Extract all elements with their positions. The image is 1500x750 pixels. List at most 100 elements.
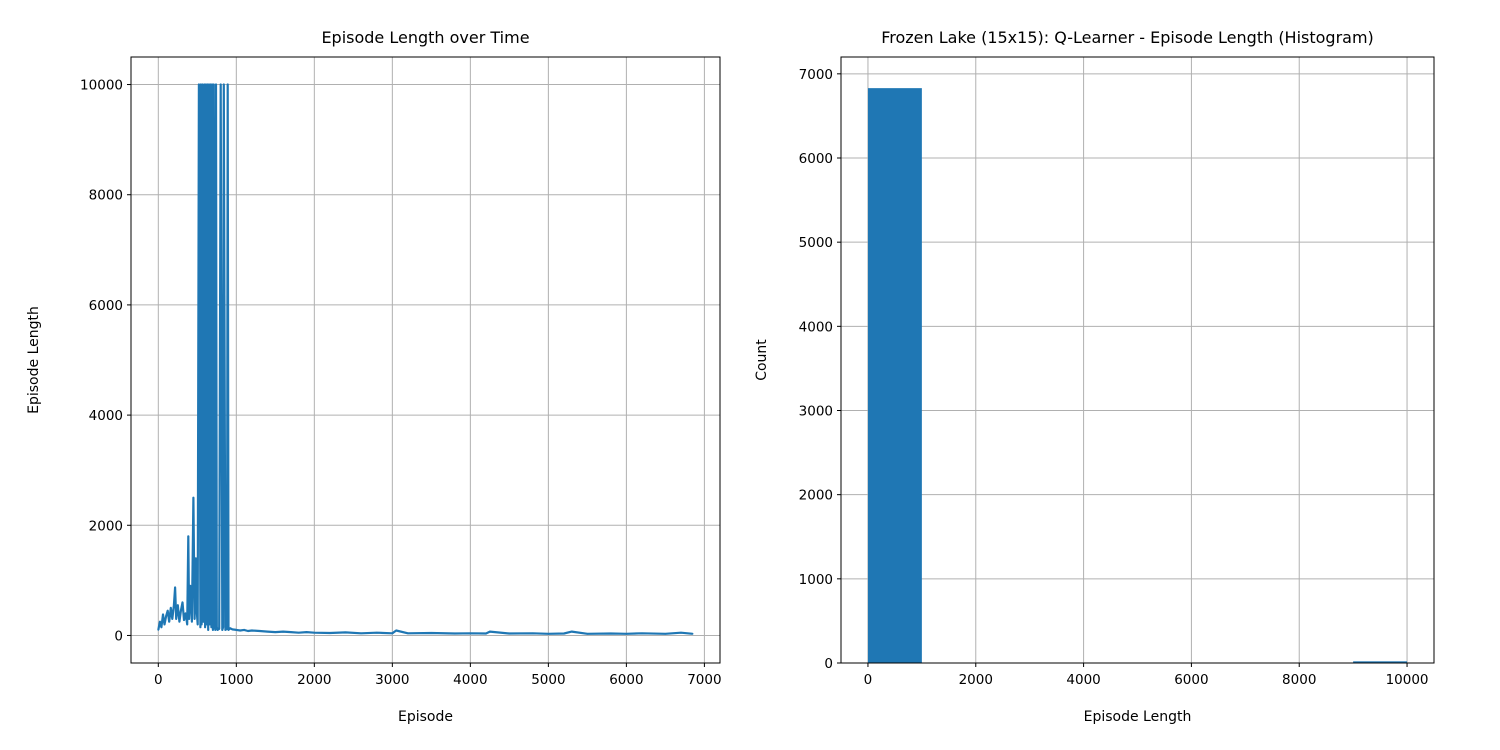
left-data-point [163,623,166,626]
left-data-point [680,631,682,634]
left-data-point [173,604,175,606]
left-x-tick-label: 3000 [375,672,409,688]
right-y-tick-label: 2000 [799,488,833,504]
left-data-point [212,83,215,86]
left-data-point [226,83,229,86]
right-x-tick-label: 6000 [1174,672,1208,688]
left-data-point [175,618,178,620]
left-data-point [586,633,589,635]
histogram-bar [1353,661,1408,663]
left-data-point [266,630,269,633]
right-y-tick-label: 1000 [799,572,833,588]
left-data-point [282,630,284,633]
left-data-point [664,633,667,635]
left-data-point [243,629,245,631]
left-data-point [202,620,204,623]
left-x-tick-label: 4000 [453,672,487,688]
left-data-point [224,629,227,631]
left-y-tick-label: 8000 [89,188,123,204]
right-y-tick-label: 5000 [799,235,833,251]
left-x-tick-label: 5000 [531,672,565,688]
right-plot-area [867,88,1408,664]
left-data-point [166,609,169,612]
left-data-point [200,83,202,86]
left-data-point [297,631,300,634]
left-data-point [188,618,190,620]
left-data-point [189,585,192,587]
left-data-point [169,607,172,609]
right-y-tick-label: 7000 [799,67,833,83]
left-data-point [218,628,220,630]
left-data-point [208,623,211,626]
left-data-point [221,629,224,631]
left-data-point [508,632,511,635]
left-y-tick-label: 4000 [89,408,123,424]
left-data-point [211,83,213,86]
right-x-tick-label: 2000 [959,672,993,688]
left-data-point [193,618,196,620]
left-data-point [180,609,182,612]
left-data-point [192,496,195,499]
left-data-point [196,623,199,626]
left-data-point [625,633,628,635]
left-data-point [344,631,347,634]
left-data-point [485,632,487,635]
left-data-point [641,632,643,635]
left-data-point [200,623,203,626]
left-data-point [191,620,193,623]
left-data-point [609,632,612,635]
left-chart-title: Episode Length over Time [321,28,529,47]
right-axes-frame [840,56,1435,664]
right-x-tick-label: 10000 [1386,672,1429,688]
left-y-ticks: 0 2000 4000 6000 8000 10000 [80,78,131,644]
histogram-bar [867,88,922,664]
left-data-point [157,629,160,631]
right-y-tick-label: 6000 [799,151,833,167]
left-x-axis-label: Episode [398,709,453,725]
left-y-tick-label: 6000 [89,298,123,314]
left-data-point [178,620,181,623]
episode-length-line-chart: 0 1000 2000 3000 4000 5000 6000 7000 0 2000 4000 6… [26,28,722,725]
left-data-point [239,629,242,632]
left-x-tick-label: 7000 [687,672,721,688]
left-data-point [181,601,184,604]
left-x-ticks: 0 1000 2000 3000 4000 5000 6000 7000 [154,663,722,688]
left-data-point [547,633,550,635]
left-data-point [223,83,225,86]
left-data-point [204,626,206,628]
left-data-point [183,619,185,621]
left-data-point [375,631,378,634]
left-y-tick-label: 2000 [89,518,123,534]
left-x-tick-label: 2000 [297,672,331,688]
left-data-point [207,629,210,631]
left-data-point [187,535,190,538]
left-data-point [196,612,198,615]
left-data-point [213,623,216,626]
left-data-point [206,83,209,86]
left-data-point [251,629,253,632]
left-data-point [194,557,197,560]
right-x-axis-label: Episode Length [1084,709,1192,725]
right-x-tick-label: 0 [864,672,873,688]
left-data-point [199,626,202,628]
left-data-point [205,83,207,86]
left-data-point [209,83,212,86]
left-data-point [198,83,200,86]
left-data-point [235,629,238,631]
left-data-point [360,632,362,635]
left-data-point [205,623,208,626]
left-data-point [203,83,206,86]
right-y-tick-label: 3000 [799,404,833,420]
left-data-point [165,615,167,617]
left-data-point [174,586,176,589]
episode-length-histogram: 0 2000 4000 6000 8000 10000 0 1000 2000 3000 4000… [754,28,1435,725]
left-data-point [274,631,277,633]
left-data-point [231,628,234,631]
left-plot-area [157,83,694,635]
left-data-point [222,626,224,628]
right-x-ticks: 0 2000 4000 6000 8000 10000 [864,663,1429,688]
left-data-point [226,628,228,630]
right-y-axis-label: Count [754,339,770,381]
